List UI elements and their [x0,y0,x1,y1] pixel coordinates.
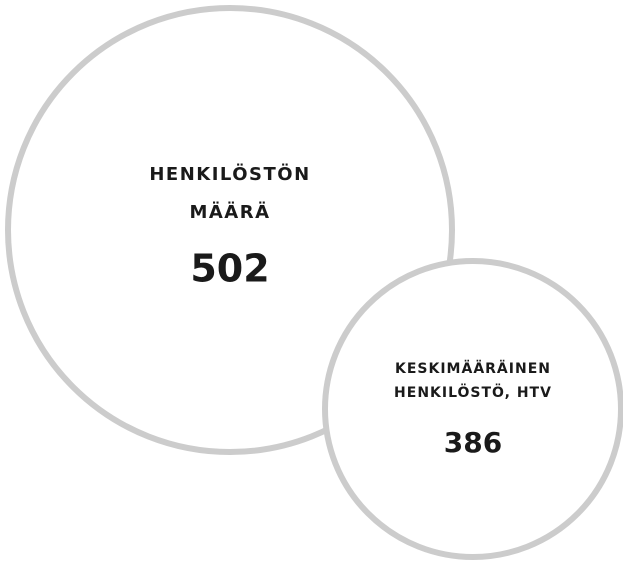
label-line: HENKILÖSTÖ, HTV [394,383,552,401]
label-line: KESKIMÄÄRÄINEN [395,360,551,377]
value: 502 [190,247,269,291]
value: 386 [444,426,502,459]
small-circle [322,258,623,560]
label-line: HENKILÖSTÖN [149,163,310,185]
label-line: MÄÄRÄ [189,201,270,223]
